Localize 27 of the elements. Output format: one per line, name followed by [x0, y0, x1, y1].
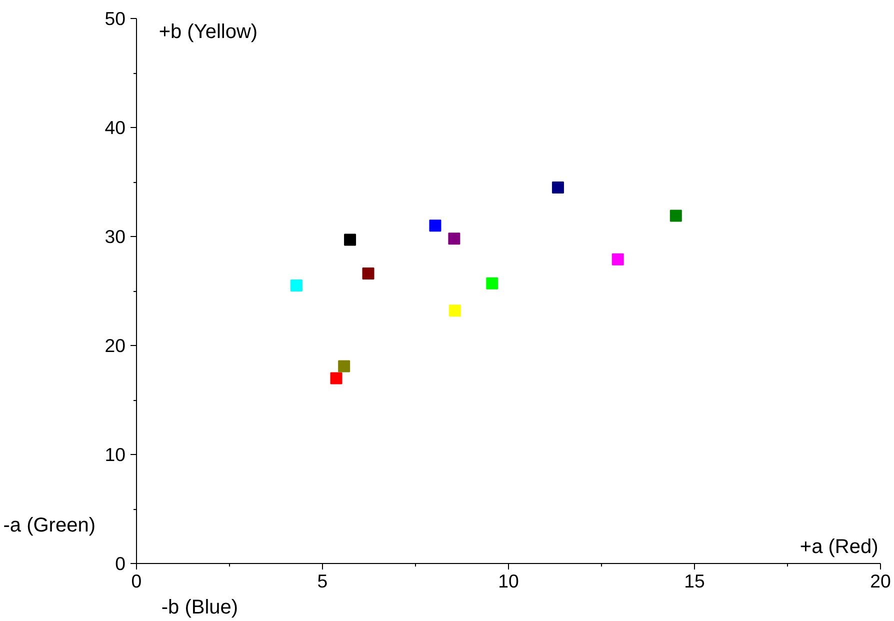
y-tick-label: 10	[104, 444, 126, 465]
y-tick-label: 50	[104, 8, 126, 29]
point	[612, 253, 624, 266]
text: -b (Blue)	[161, 596, 238, 618]
point	[344, 234, 356, 246]
point	[429, 220, 442, 232]
text: -a (Green)	[3, 514, 96, 536]
x-tick-label: 15	[684, 570, 705, 592]
y-tick-label: 0	[115, 553, 126, 574]
point	[486, 277, 498, 290]
point	[670, 210, 682, 222]
point	[448, 304, 461, 317]
point	[552, 181, 564, 194]
annotation: +a (Red)	[800, 536, 878, 558]
y-tick-label: 30	[104, 226, 126, 247]
y-tick-label: 20	[104, 335, 126, 356]
x-tick-label: 5	[317, 570, 328, 592]
point	[362, 268, 374, 280]
point	[338, 360, 350, 372]
x-tick-label: 0	[131, 570, 142, 592]
x-tick-label: 10	[498, 570, 519, 592]
y-tick-label: 40	[104, 117, 126, 138]
point	[448, 232, 460, 245]
annotation: +b (Yellow)	[158, 21, 258, 44]
x-tick-label: 20	[870, 570, 891, 592]
point	[330, 372, 342, 384]
point	[290, 280, 302, 292]
